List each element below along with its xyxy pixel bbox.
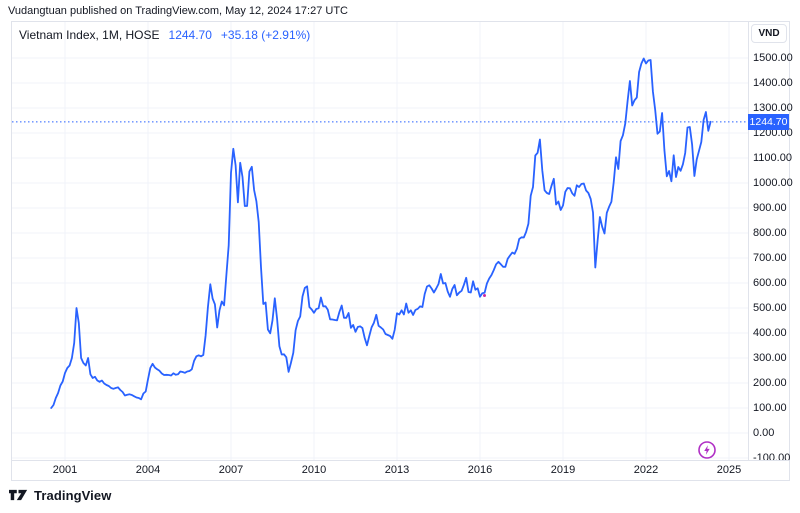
- price-axis-label: 200.00: [753, 377, 787, 389]
- price-axis-label: 100.00: [753, 402, 787, 414]
- price-axis-label: 1200.00: [753, 127, 793, 139]
- chart-legend: Vietnam Index, 1M, HOSE 1244.70 +35.18 (…: [19, 28, 310, 42]
- price-axis-label: 1100.00: [753, 152, 792, 164]
- lightning-icon: [698, 441, 716, 459]
- index-line-series: [50, 57, 712, 409]
- price-axis-label: 700.00: [753, 252, 787, 264]
- last-price-value: 1244.70: [168, 28, 212, 42]
- time-axis-label: 2022: [633, 464, 659, 476]
- price-axis-label: 500.00: [753, 302, 787, 314]
- price-axis-label: 300.00: [753, 352, 787, 364]
- time-axis-label: 2016: [467, 464, 493, 476]
- price-change-value: +35.18 (+2.91%): [220, 28, 311, 42]
- current-price-badge: 1244.70: [748, 113, 789, 130]
- price-chart-pane[interactable]: [12, 22, 748, 461]
- price-scale[interactable]: 1500.00 1400.00 1300.00 1200.00 1100.00 1000.…: [748, 22, 793, 480]
- currency-toggle-button[interactable]: VND: [751, 24, 787, 43]
- time-axis-label: 2010: [301, 464, 327, 476]
- footer-brand-text: TradingView: [34, 487, 112, 503]
- time-scale[interactable]: 2001 2004 2007 2010 2013 2016 2019 2022 2025: [12, 460, 789, 480]
- chart-widget: Vietnam Index, 1M, HOSE 1244.70 +35.18 (…: [11, 21, 793, 481]
- price-axis-label: 0.00: [753, 427, 775, 439]
- time-axis-label: 2019: [550, 464, 576, 476]
- time-axis-label: 2001: [52, 464, 78, 476]
- price-axis-label: 400.00: [753, 327, 787, 339]
- symbol-title[interactable]: Vietnam Index, 1M, HOSE: [19, 28, 160, 42]
- flash-icon[interactable]: [697, 440, 717, 460]
- time-axis-label: 2004: [135, 464, 161, 476]
- attribution-text: Vudangtuan published on TradingView.com,…: [8, 5, 349, 17]
- footer-brand[interactable]: TradingView: [9, 487, 111, 503]
- time-axis-label: 2007: [218, 464, 244, 476]
- price-axis-label: 1500.00: [753, 52, 793, 64]
- time-axis-label: 2013: [384, 464, 410, 476]
- price-axis-label: 800.00: [753, 227, 787, 239]
- price-axis-label: 1400.00: [753, 77, 793, 89]
- tradingview-logo-icon: [9, 489, 28, 501]
- time-axis-label: 2025: [716, 464, 742, 476]
- event-marker-dot: [483, 294, 486, 297]
- price-axis-label: 600.00: [753, 277, 787, 289]
- price-axis-label: 1000.00: [753, 177, 793, 189]
- price-axis-label: 900.00: [753, 202, 787, 214]
- price-axis-label: 1300.00: [753, 102, 793, 114]
